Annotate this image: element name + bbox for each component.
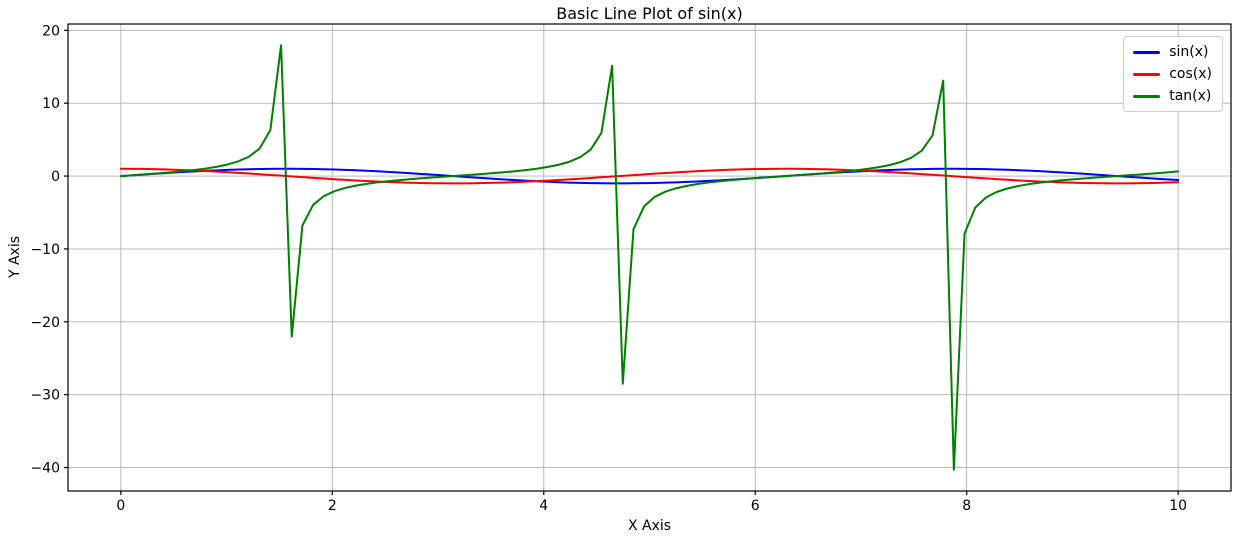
y-tick-label: 0 bbox=[51, 169, 60, 185]
series-line-tan bbox=[119, 44, 1180, 471]
x-tick-label: 0 bbox=[116, 498, 125, 514]
x-tick-label: 8 bbox=[962, 498, 971, 514]
x-axis-label: X Axis bbox=[627, 518, 672, 534]
legend-label-sin: sin(x) bbox=[1169, 44, 1209, 60]
y-tick-label: −40 bbox=[30, 461, 60, 477]
y-tick-label: 20 bbox=[42, 23, 60, 39]
legend-line-swatch-sin bbox=[1133, 50, 1161, 54]
x-tick-label: 4 bbox=[539, 498, 548, 514]
x-tick-label: 2 bbox=[328, 498, 337, 514]
y-tick-label: −20 bbox=[30, 315, 60, 331]
y-tick-label: −10 bbox=[30, 242, 60, 258]
chart-title: Basic Line Plot of sin(x) bbox=[556, 4, 743, 23]
x-tick-label: 6 bbox=[751, 498, 760, 514]
legend-label-tan: tan(x) bbox=[1169, 88, 1212, 104]
y-tick-label: 10 bbox=[42, 96, 60, 112]
legend-label-cos: cos(x) bbox=[1169, 66, 1212, 82]
x-tick-label: 10 bbox=[1169, 498, 1187, 514]
legend-item-sin: sin(x) bbox=[1133, 44, 1212, 60]
legend-item-tan: tan(x) bbox=[1133, 88, 1212, 104]
series-line-sin bbox=[119, 167, 1180, 185]
legend-line-swatch-cos bbox=[1133, 72, 1161, 76]
legend-line-swatch-tan bbox=[1133, 94, 1161, 98]
axes-frame bbox=[67, 23, 1232, 492]
legend-item-cos: cos(x) bbox=[1133, 66, 1212, 82]
series-line-cos bbox=[119, 167, 1180, 185]
y-tick-label: −30 bbox=[30, 388, 60, 404]
legend: sin(x) cos(x) tan(x) bbox=[1123, 36, 1223, 112]
